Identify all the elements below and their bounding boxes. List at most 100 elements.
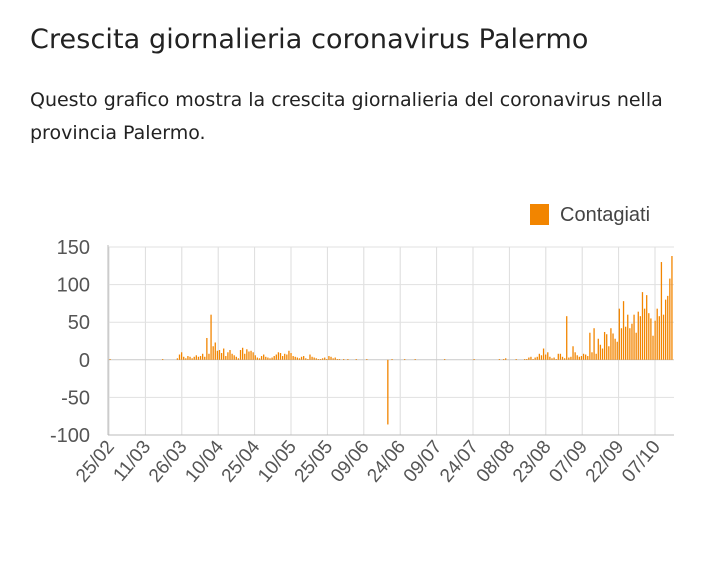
bar	[290, 353, 292, 360]
bar	[292, 356, 294, 360]
bar	[551, 358, 553, 360]
bar	[231, 353, 233, 360]
bar	[639, 316, 642, 360]
bar	[109, 359, 111, 360]
bar	[532, 359, 534, 360]
bar	[162, 359, 164, 360]
bar	[620, 328, 623, 360]
y-tick-label: 150	[57, 237, 90, 259]
bar	[305, 358, 307, 360]
bar	[324, 357, 326, 360]
bar	[603, 331, 606, 360]
bar	[566, 316, 568, 360]
bar	[189, 356, 191, 360]
bar	[271, 357, 273, 360]
bar	[664, 299, 667, 360]
bar	[281, 356, 284, 360]
bar	[294, 356, 296, 360]
bar	[277, 352, 280, 360]
bar	[572, 346, 574, 360]
bar	[244, 353, 246, 360]
bar	[559, 353, 562, 360]
bar	[608, 346, 610, 360]
bar	[648, 313, 650, 360]
bar	[326, 359, 328, 360]
bar	[612, 333, 614, 360]
bar	[563, 358, 566, 360]
bar	[355, 359, 357, 360]
bar	[307, 359, 309, 360]
bar-chart: 150100500-50-10025/0211/0326/0310/0425/0…	[50, 204, 674, 487]
bar	[235, 356, 237, 360]
bar	[650, 318, 652, 360]
bar	[444, 359, 446, 360]
bar	[332, 358, 334, 360]
bar	[195, 355, 197, 360]
bar	[593, 328, 595, 360]
bar	[635, 332, 637, 360]
bar	[614, 338, 616, 360]
bar	[187, 356, 189, 360]
bar	[366, 359, 368, 360]
bar	[223, 348, 225, 360]
bar	[637, 311, 639, 360]
x-tick-label: 23/08	[509, 437, 556, 487]
bar	[578, 356, 580, 360]
bar	[667, 295, 669, 360]
y-tick-label: 50	[68, 312, 90, 334]
bar	[208, 353, 210, 360]
bar	[534, 357, 536, 360]
bar	[248, 351, 250, 360]
bar	[288, 350, 290, 360]
bar	[404, 359, 406, 360]
legend-label: Contagiati	[560, 204, 650, 226]
bar	[191, 358, 193, 360]
bar	[538, 353, 541, 360]
bar	[633, 314, 635, 360]
bar	[199, 356, 202, 360]
bar	[225, 356, 227, 360]
bar	[284, 353, 286, 360]
bar	[347, 359, 349, 360]
bar	[627, 314, 629, 360]
bar	[178, 354, 181, 360]
bar	[212, 346, 214, 360]
bar	[239, 350, 242, 360]
bar	[216, 350, 219, 360]
bar	[210, 314, 212, 360]
chart-title: Crescita giornalieria coronavirus Palerm…	[30, 24, 589, 55]
bar	[227, 352, 229, 360]
bar	[334, 357, 336, 360]
bar	[197, 356, 200, 360]
bar	[547, 352, 549, 360]
bar	[298, 358, 301, 360]
bar	[233, 355, 235, 360]
bar	[229, 350, 231, 360]
bar	[263, 354, 265, 360]
bar	[328, 356, 330, 360]
bar	[252, 352, 254, 360]
bar	[269, 358, 271, 360]
bar	[246, 349, 248, 360]
bar	[610, 328, 612, 360]
bar	[275, 354, 277, 360]
bar	[643, 308, 646, 360]
bar	[256, 357, 259, 360]
bar	[545, 354, 547, 360]
bar	[473, 359, 475, 360]
bar	[662, 314, 665, 360]
bar	[515, 359, 517, 360]
x-tick-label: 08/08	[473, 437, 520, 487]
bar	[250, 350, 252, 360]
bar	[300, 356, 303, 360]
bar	[616, 341, 618, 360]
bar	[587, 356, 589, 360]
bar	[549, 356, 551, 360]
bar	[646, 295, 648, 360]
bar	[336, 359, 338, 360]
bar	[202, 353, 204, 360]
bar	[319, 359, 322, 360]
bar	[193, 356, 195, 360]
bar	[631, 323, 633, 360]
y-tick-label: 0	[79, 350, 90, 372]
